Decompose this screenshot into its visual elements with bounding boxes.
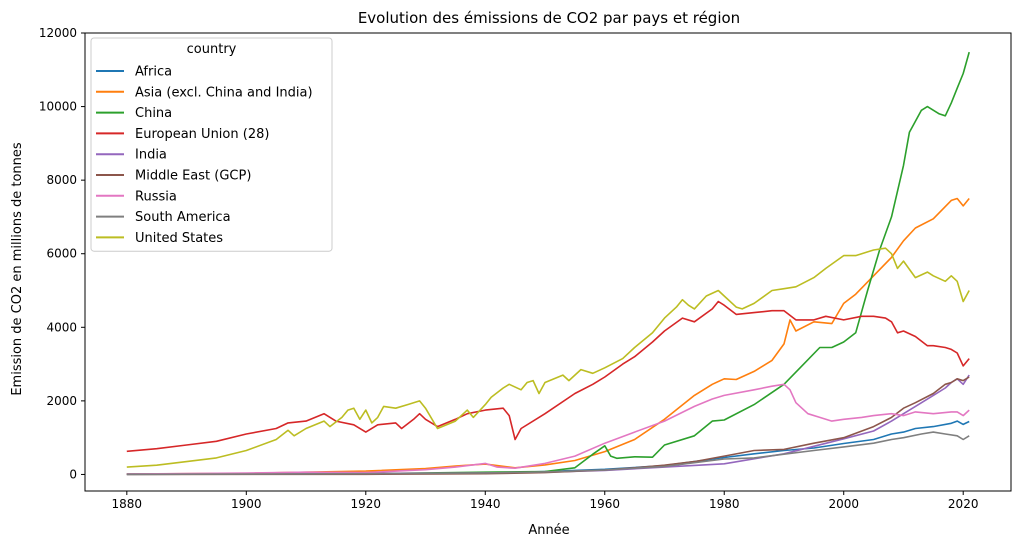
x-tick-label: 2020 [948, 497, 979, 511]
y-axis-ticks: 0 2000 4000 6000 8000 10000 12000 [39, 26, 85, 481]
y-tick-label: 6000 [46, 247, 77, 261]
y-tick-label: 8000 [46, 173, 77, 187]
series-line-8 [126, 247, 970, 468]
y-tick-label: 4000 [46, 320, 77, 334]
legend-label-2: China [135, 106, 172, 121]
legend-label-7: South America [135, 210, 231, 225]
y-tick-label: 0 [69, 467, 77, 481]
x-tick-label: 1980 [709, 497, 740, 511]
series-line-3 [126, 300, 970, 453]
x-tick-label: 1920 [351, 497, 382, 511]
series-line-4 [126, 374, 970, 475]
y-tick-label: 2000 [46, 394, 77, 408]
plot-frame [84, 32, 1012, 492]
series-line-2 [126, 51, 970, 475]
legend-label-8: United States [135, 231, 223, 246]
series-line-7 [126, 431, 970, 476]
x-tick-label: 2000 [828, 497, 859, 511]
legend-label-0: Africa [135, 65, 172, 80]
legend-title: country [187, 42, 237, 57]
legend: country Africa Asia (excl. China and Indi… [90, 37, 333, 252]
legend-items: Africa Asia (excl. China and India) China E… [96, 65, 313, 246]
y-axis-label: Emission de CO2 en millions de tonnes [10, 142, 25, 396]
series-line-5 [126, 376, 970, 476]
y-tick-label: 10000 [39, 100, 77, 114]
series-line-6 [126, 383, 970, 475]
x-axis-ticks: 1880 1900 1920 1940 1960 1980 2000 2020 [112, 491, 979, 511]
legend-label-3: European Union (28) [135, 127, 269, 142]
chart-title: Evolution des émissions de CO2 par pays … [358, 9, 740, 27]
x-tick-label: 1960 [589, 497, 620, 511]
y-tick-label: 12000 [39, 26, 77, 40]
plot-lines [126, 51, 970, 476]
legend-label-4: India [135, 148, 167, 163]
x-axis-label: Année [528, 523, 569, 538]
x-tick-label: 1900 [231, 497, 262, 511]
legend-label-1: Asia (excl. China and India) [135, 85, 313, 100]
series-line-1 [126, 197, 970, 475]
legend-box [90, 37, 333, 252]
x-tick-label: 1940 [470, 497, 501, 511]
x-tick-label: 1880 [112, 497, 143, 511]
legend-label-6: Russia [135, 189, 177, 204]
legend-label-5: Middle East (GCP) [135, 169, 251, 184]
